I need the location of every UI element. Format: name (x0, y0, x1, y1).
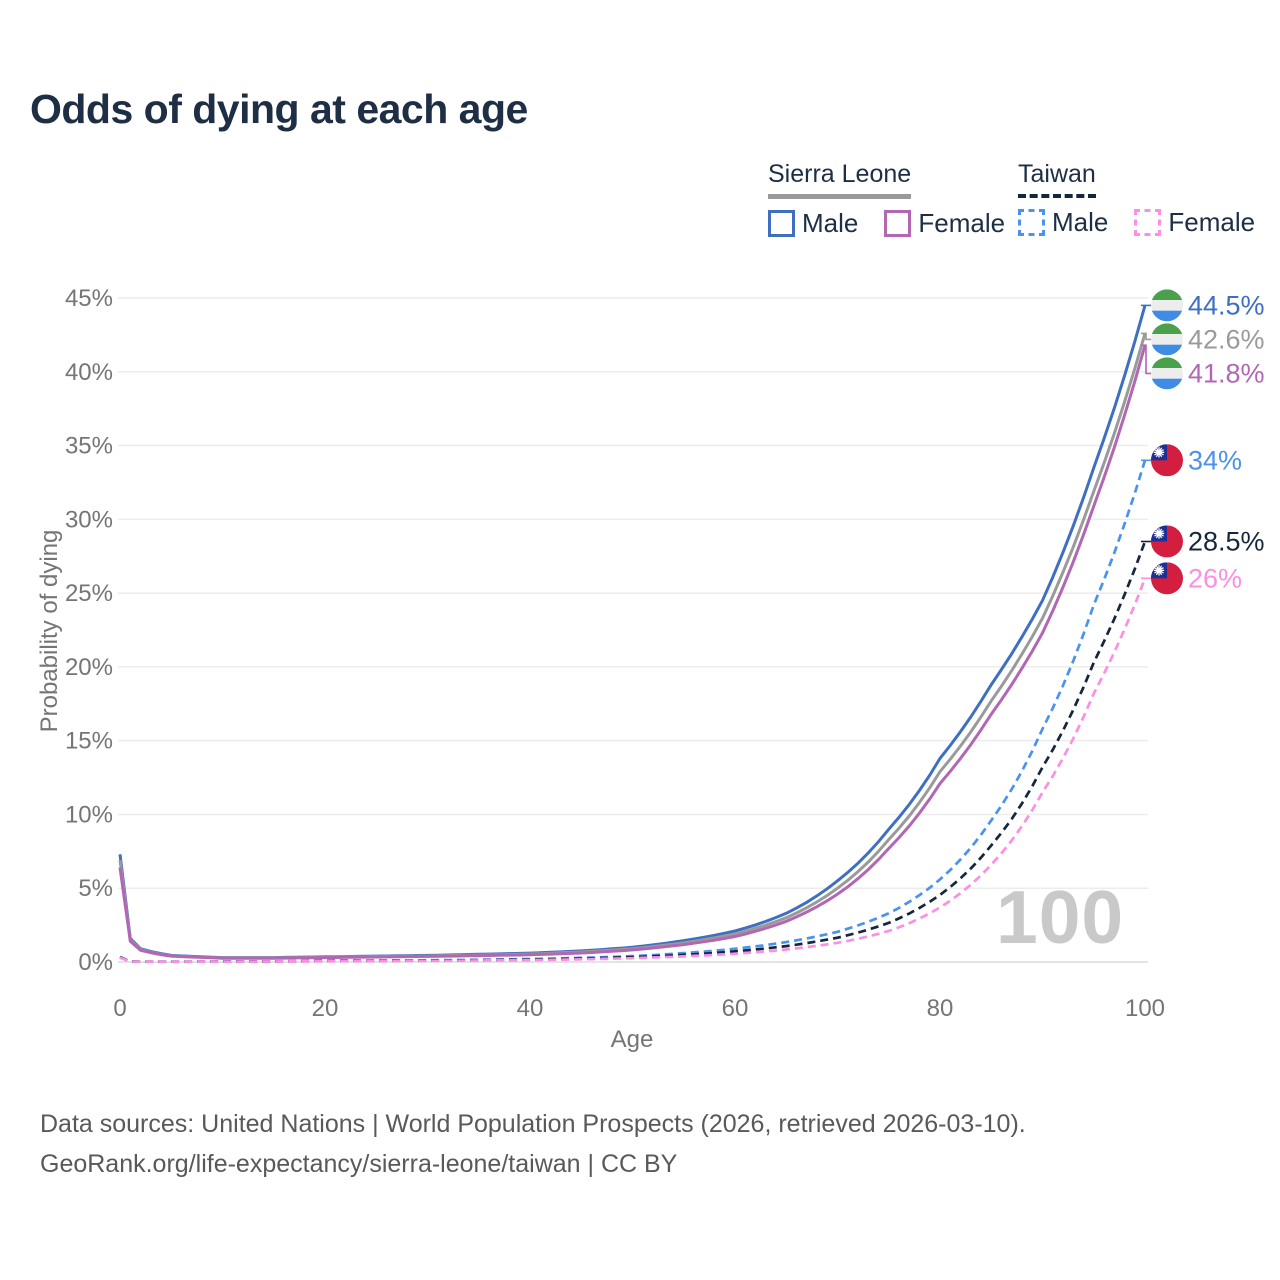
series-line-sierra-leone-female (118, 344, 1147, 960)
series-line-sierra-leone-male (118, 304, 1147, 960)
end-label-taiwan-both-sexes: 28.5% (1188, 526, 1265, 556)
y-tick-label: 0% (78, 949, 113, 976)
legend-item-taiwan-male: Male (1018, 207, 1108, 238)
y-tick-label: 5% (78, 875, 113, 902)
series-line-sierra-leone-both-sexes (118, 332, 1147, 960)
y-tick-label: 35% (65, 433, 113, 460)
legend-label-sierra-leone-female: Female (918, 208, 1006, 238)
series-line-taiwan-male (119, 459, 1147, 964)
end-label-sierra-leone-female: 41.8% (1188, 358, 1265, 388)
flag-sierra-leone-icon (1151, 323, 1183, 356)
end-label-connector (1141, 332, 1151, 341)
legend-label-taiwan-female: Female (1168, 207, 1256, 237)
end-label-sierra-leone-male: 44.5% (1188, 290, 1265, 320)
end-label-taiwan-male: 34% (1188, 445, 1242, 475)
x-axis-title: Age (610, 1026, 654, 1053)
y-axis-title: Probability of dying (36, 529, 63, 733)
legend-item-sierra-leone-female: Female (884, 208, 1005, 239)
legend-items-sierra-leone: Male Female (768, 208, 1005, 239)
legend-group-taiwan: Taiwan Male Female (1018, 160, 1255, 238)
x-tick-label: 0 (113, 995, 126, 1022)
x-tick-label: 20 (312, 995, 339, 1022)
legend-swatch-sierra-leone-female-icon (884, 210, 912, 237)
y-tick-label: 40% (65, 359, 113, 386)
series-line-taiwan-both-sexes (119, 541, 1147, 964)
legend-heading-taiwan: Taiwan (1018, 160, 1096, 198)
y-tick-label: 25% (65, 580, 113, 607)
flag-taiwan-icon (1151, 562, 1183, 595)
legend-item-taiwan-female: Female (1134, 207, 1255, 238)
flag-taiwan-icon (1151, 444, 1183, 477)
legend-item-sierra-leone-male: Male (768, 208, 858, 239)
legend-group-sierra-leone: Sierra Leone Male Female (768, 160, 1005, 239)
legend-heading-sierra-leone: Sierra Leone (768, 160, 912, 199)
footer-attribution: GeoRank.org/life-expectancy/sierra-leone… (40, 1150, 678, 1178)
legend-label-sierra-leone-male: Male (802, 208, 859, 238)
end-label-connector (1141, 344, 1151, 375)
x-tick-label: 100 (1125, 995, 1165, 1022)
x-tick-label: 60 (722, 995, 749, 1022)
legend-label-taiwan-male: Male (1052, 207, 1109, 237)
flag-taiwan-icon (1151, 525, 1183, 558)
y-tick-label: 45% (65, 285, 113, 312)
flag-sierra-leone-icon (1151, 289, 1183, 322)
chart-title: Odds of dying at each age (30, 86, 528, 132)
end-label-taiwan-female: 26% (1188, 563, 1242, 593)
age-watermark: 100 (996, 875, 1125, 959)
end-label-sierra-leone-both-sexes: 42.6% (1188, 324, 1265, 354)
flag-sierra-leone-icon (1151, 357, 1183, 390)
legend-swatch-taiwan-male-icon (1018, 209, 1045, 236)
y-tick-label: 30% (65, 506, 113, 533)
legend-swatch-taiwan-female-icon (1134, 209, 1162, 236)
legend-items-taiwan: Male Female (1018, 207, 1255, 238)
y-tick-label: 15% (65, 728, 113, 755)
legend-swatch-sierra-leone-male-icon (768, 210, 795, 237)
x-tick-label: 80 (927, 995, 954, 1022)
footer-data-sources: Data sources: United Nations | World Pop… (40, 1110, 1026, 1138)
y-tick-label: 10% (65, 801, 113, 828)
series-line-taiwan-female (119, 577, 1147, 964)
y-tick-label: 20% (65, 654, 113, 681)
x-tick-label: 40 (517, 995, 544, 1022)
footer: Data sources: United Nations | World Pop… (40, 1104, 1026, 1184)
